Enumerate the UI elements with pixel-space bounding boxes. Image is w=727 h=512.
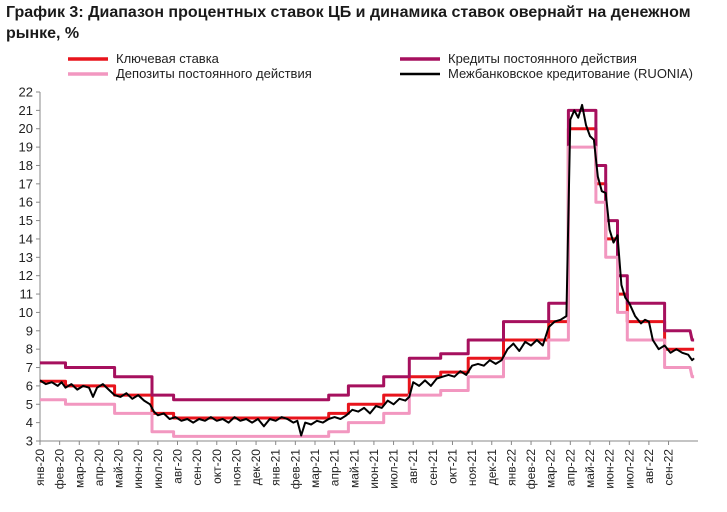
y-tick-label: 6 — [26, 378, 33, 393]
x-tick-label: июн-21 — [367, 449, 381, 489]
x-tick-label: янв-21 — [269, 449, 283, 486]
y-tick-label: 18 — [19, 158, 33, 173]
y-tick-label: 11 — [20, 287, 34, 302]
x-tick-label: июл-21 — [387, 449, 401, 489]
x-tick-label: апр-21 — [328, 449, 342, 487]
series-line — [40, 108, 695, 402]
y-tick-label: 16 — [19, 195, 33, 210]
y-tick-label: 10 — [19, 305, 33, 320]
x-tick-label: май-22 — [583, 449, 597, 488]
x-tick-label: дек-21 — [485, 449, 499, 486]
y-tick-label: 14 — [19, 231, 33, 246]
y-tick-label: 22 — [19, 85, 33, 100]
y-tick-label: 9 — [26, 323, 33, 338]
x-tick-label: апр-22 — [563, 449, 577, 487]
x-tick-label: июл-20 — [151, 449, 165, 489]
y-tick-label: 8 — [26, 342, 33, 357]
y-tick-label: 13 — [19, 250, 33, 265]
x-tick-label: сен-20 — [190, 449, 204, 486]
legend-label: Ключевая ставка — [116, 51, 220, 66]
legend-label: Депозиты постоянного действия — [116, 66, 312, 81]
x-tick-label: июл-22 — [622, 449, 636, 489]
y-tick-label: 21 — [19, 103, 33, 118]
x-tick-label: мар-20 — [72, 449, 86, 488]
x-tick-label: июн-20 — [131, 449, 145, 489]
y-tick-label: 5 — [26, 397, 33, 412]
chart-title: График 3: Диапазон процентных ставок ЦБ … — [6, 4, 691, 42]
x-axis: янв-20 фев-20 мар-20 апр-20 май-20 июн-20 июл-… — [33, 440, 698, 490]
x-tick-label: авг-22 — [642, 449, 656, 484]
x-tick-label: мар-21 — [308, 449, 322, 488]
x-tick-label: сен-21 — [426, 449, 440, 486]
y-axis: 3 4 5 6 7 8 9 10 11 12 13 14 15 16 17 18 19 20 21 22 — [19, 85, 41, 449]
legend-label: Межбанковское кредитование (RUONIA) — [448, 66, 693, 81]
x-tick-label: ноя-20 — [229, 449, 243, 486]
y-tick-label: 7 — [26, 360, 33, 375]
x-tick-label: авг-20 — [170, 449, 184, 484]
y-tick-label: 17 — [19, 176, 33, 191]
y-tick-label: 3 — [26, 434, 33, 449]
x-tick-label: окт-20 — [210, 449, 224, 484]
x-tick-label: мар-22 — [544, 449, 558, 488]
legend-label: Кредиты постоянного действия — [448, 51, 637, 66]
plot-area — [39, 103, 695, 438]
x-tick-label: окт-21 — [445, 449, 459, 484]
y-tick-label: 20 — [19, 121, 33, 136]
y-tick-label: 15 — [19, 213, 33, 228]
series-line — [40, 145, 695, 438]
x-tick-label: дек-20 — [249, 449, 263, 486]
x-tick-label: сен-22 — [662, 449, 676, 486]
x-tick-label: фев-20 — [53, 449, 67, 490]
x-tick-label: июн-22 — [603, 449, 617, 489]
series-line — [39, 103, 695, 437]
y-tick-label: 4 — [26, 415, 33, 430]
y-tick-label: 19 — [19, 140, 33, 155]
x-tick-label: ноя-21 — [465, 449, 479, 486]
x-tick-label: май-20 — [112, 449, 126, 488]
x-tick-label: авг-21 — [406, 449, 420, 484]
x-tick-label: фев-21 — [288, 449, 302, 490]
x-tick-label: апр-20 — [92, 449, 106, 487]
x-tick-label: янв-22 — [504, 449, 518, 486]
x-tick-label: фев-22 — [524, 449, 538, 490]
y-tick-label: 12 — [19, 268, 33, 283]
x-tick-label: май-21 — [347, 449, 361, 488]
x-tick-label: янв-20 — [33, 449, 47, 486]
